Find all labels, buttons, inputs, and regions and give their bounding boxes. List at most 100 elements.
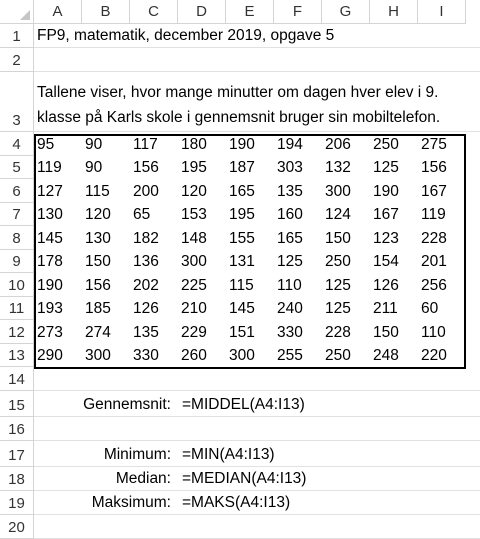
row-header[interactable]: 12 xyxy=(0,320,34,344)
column-header-f[interactable]: F xyxy=(274,0,322,24)
cell-f9[interactable]: 125 xyxy=(277,253,303,270)
cell-c9[interactable]: 136 xyxy=(133,253,159,270)
cell-f4[interactable]: 194 xyxy=(277,135,303,153)
cell-f13[interactable]: 255 xyxy=(277,347,303,364)
row-header[interactable]: 9 xyxy=(0,249,34,273)
cell-g7[interactable]: 124 xyxy=(325,206,351,223)
column-header-a[interactable]: A xyxy=(34,0,82,24)
column-header-e[interactable]: E xyxy=(226,0,274,24)
cell-f10[interactable]: 110 xyxy=(277,276,302,294)
row-header[interactable]: 15 xyxy=(0,391,34,417)
cell-b13[interactable]: 300 xyxy=(85,347,111,364)
cell-e11[interactable]: 145 xyxy=(229,300,255,317)
row-header[interactable]: 1 xyxy=(0,24,34,48)
cell-a13[interactable]: 290 xyxy=(37,347,63,364)
cell-i9[interactable]: 201 xyxy=(421,253,447,270)
cell-d13[interactable]: 260 xyxy=(181,347,207,364)
row-header[interactable]: 10 xyxy=(0,273,34,297)
cell-b7[interactable]: 120 xyxy=(85,206,111,223)
cell-a1-title[interactable]: FP9, matematik, december 2019, opgave 5 xyxy=(34,24,480,48)
cell-a5[interactable]: 119 xyxy=(37,159,62,176)
cell-g10[interactable]: 125 xyxy=(325,276,351,294)
cell-h6[interactable]: 190 xyxy=(373,182,399,200)
cell-c11[interactable]: 126 xyxy=(133,300,159,317)
row-header[interactable]: 3 xyxy=(0,72,34,132)
cell-b11[interactable]: 185 xyxy=(85,300,111,317)
row-header[interactable]: 5 xyxy=(0,155,34,179)
row-header[interactable]: 8 xyxy=(0,226,34,250)
column-header-c[interactable]: C xyxy=(130,0,178,24)
cell-d5[interactable]: 195 xyxy=(181,159,207,176)
cell-i6[interactable]: 167 xyxy=(421,182,447,200)
cell-b12[interactable]: 274 xyxy=(85,323,111,341)
maximum-formula-cell[interactable]: =MAKS(A4:I13) xyxy=(178,491,480,515)
cell-i8[interactable]: 228 xyxy=(421,229,447,247)
cell-a6[interactable]: 127 xyxy=(37,182,63,200)
cell-g6[interactable]: 300 xyxy=(325,182,351,200)
cell-i13[interactable]: 220 xyxy=(421,347,447,364)
cell-g5[interactable]: 132 xyxy=(325,159,351,176)
column-header-b[interactable]: B xyxy=(82,0,130,24)
cell-d6[interactable]: 120 xyxy=(181,182,207,200)
row-header[interactable]: 2 xyxy=(0,48,34,72)
cell-e6[interactable]: 165 xyxy=(229,182,255,200)
cell-a8[interactable]: 145 xyxy=(37,229,63,247)
cell-a11[interactable]: 193 xyxy=(37,300,63,317)
cell-a4[interactable]: 95 xyxy=(37,135,55,153)
cell-g12[interactable]: 228 xyxy=(325,323,351,341)
row-header[interactable]: 11 xyxy=(0,296,34,320)
cell-g9[interactable]: 250 xyxy=(325,253,351,270)
cell-h11[interactable]: 211 xyxy=(373,300,398,317)
cell-g8[interactable]: 150 xyxy=(325,229,351,247)
mean-label[interactable]: Gennemsnit: xyxy=(34,391,178,417)
cell-e8[interactable]: 155 xyxy=(229,229,255,247)
row-header[interactable]: 19 xyxy=(0,491,34,515)
cell-h5[interactable]: 125 xyxy=(373,159,399,176)
cell-a12[interactable]: 273 xyxy=(37,323,63,341)
cell-f6[interactable]: 135 xyxy=(277,182,303,200)
cell-a10[interactable]: 190 xyxy=(37,276,63,294)
minimum-formula-cell[interactable]: =MIN(A4:I13) xyxy=(178,441,480,467)
cell-a2-empty[interactable] xyxy=(34,48,480,72)
cell-e10[interactable]: 115 xyxy=(229,276,254,294)
cell-d8[interactable]: 148 xyxy=(181,229,207,247)
cell-h8[interactable]: 123 xyxy=(373,229,399,247)
cell-b10[interactable]: 156 xyxy=(85,276,111,294)
cell-i10[interactable]: 256 xyxy=(421,276,447,294)
row-header[interactable]: 18 xyxy=(0,467,34,491)
row-header[interactable]: 17 xyxy=(0,441,34,467)
cell-g4[interactable]: 206 xyxy=(325,135,351,153)
select-all-corner[interactable] xyxy=(0,0,34,24)
median-formula-cell[interactable]: =MEDIAN(A4:I13) xyxy=(178,467,480,491)
row-header[interactable]: 20 xyxy=(0,515,34,539)
cell-i7[interactable]: 119 xyxy=(421,206,446,223)
cell-e12[interactable]: 151 xyxy=(229,323,255,341)
cell-f8[interactable]: 165 xyxy=(277,229,303,247)
row-header[interactable]: 13 xyxy=(0,343,34,367)
cell-c4[interactable]: 117 xyxy=(133,135,158,153)
column-header-i[interactable]: I xyxy=(418,0,466,24)
cell-a3-description[interactable]: Tallene viser, hvor mange minutter om da… xyxy=(34,72,480,132)
cell-d9[interactable]: 300 xyxy=(181,253,207,270)
column-header-d[interactable]: D xyxy=(178,0,226,24)
row-header[interactable]: 16 xyxy=(0,417,34,441)
cell-h10[interactable]: 126 xyxy=(373,276,399,294)
column-header-g[interactable]: G xyxy=(322,0,370,24)
minimum-label[interactable]: Minimum: xyxy=(34,441,178,467)
cell-a14-empty[interactable] xyxy=(34,367,480,391)
cell-f7[interactable]: 160 xyxy=(277,206,303,223)
row-header[interactable]: 6 xyxy=(0,179,34,203)
cell-b5[interactable]: 90 xyxy=(85,159,103,176)
cell-e7[interactable]: 195 xyxy=(229,206,255,223)
cell-d10[interactable]: 225 xyxy=(181,276,207,294)
cell-e9[interactable]: 131 xyxy=(229,253,255,270)
column-header-h[interactable]: H xyxy=(370,0,418,24)
mean-formula-cell[interactable]: =MIDDEL(A4:I13) xyxy=(178,391,480,417)
cell-c7[interactable]: 65 xyxy=(133,206,151,223)
cell-b4[interactable]: 90 xyxy=(85,135,103,153)
cell-i5[interactable]: 156 xyxy=(421,159,447,176)
cell-c5[interactable]: 156 xyxy=(133,159,159,176)
cell-b9[interactable]: 150 xyxy=(85,253,111,270)
maximum-label[interactable]: Maksimum: xyxy=(34,491,178,515)
cell-c13[interactable]: 330 xyxy=(133,347,159,364)
